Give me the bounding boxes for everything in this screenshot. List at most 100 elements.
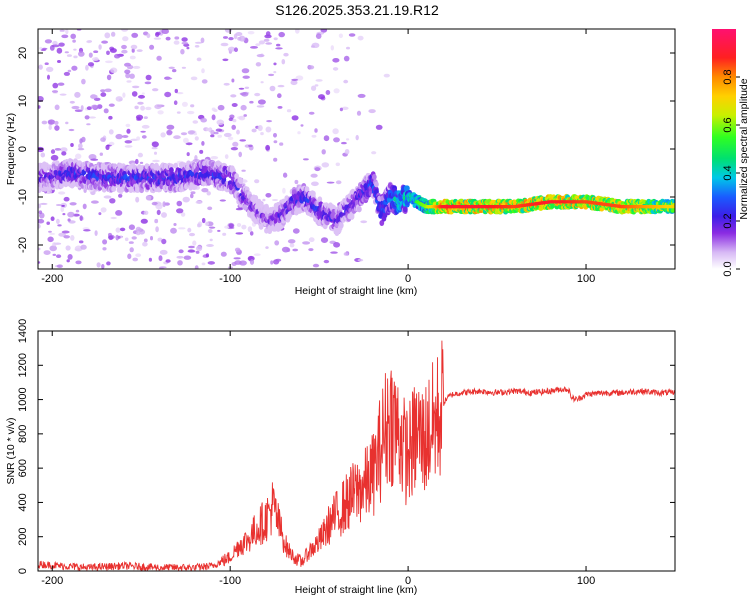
spectrogram-speckle [122,36,129,42]
spectrogram-speckle [104,32,111,39]
spectrogram-speckle [105,60,113,64]
spectrogram-speckle [343,55,350,62]
spectrogram-speckle [189,232,195,237]
spectrogram-speckle [131,48,135,53]
spectrogram-speckle [101,40,108,44]
spectrogram-speckle [91,104,98,110]
spectrogram-ridge-cell [234,173,240,180]
spectrogram-speckle [108,103,115,107]
spectrogram-speckle [308,237,315,243]
spectrogram-speckle [111,31,116,37]
spectrogram-speckle [92,57,99,61]
spectrogram-speckle [258,40,265,45]
spectrogram-speckle [98,44,102,50]
spectrogram-speckle [128,224,135,230]
spectrogram-ridge-cell [192,183,198,190]
spectrogram-speckle [157,110,164,115]
spectrogram-speckle [162,201,166,208]
spectrogram-ridge-cell [304,186,310,193]
spectrogram-speckle [227,46,236,52]
spectrogram-speckle [151,141,159,148]
spectrogram-speckle [187,110,195,115]
spectrogram-speckle [308,248,314,252]
spectrogram-speckle [117,235,121,239]
colorbar-tick-label: 0.2 [722,213,734,228]
spectrogram-speckle [287,239,296,244]
spectrogram-speckle [330,251,338,254]
spectrogram-speckle [248,144,253,148]
spectrogram-ridge-cell [371,174,377,180]
spectrogram-speckle [273,37,278,41]
spectrogram-speckle [74,109,83,112]
spectrogram-speckle [50,149,56,154]
spectrogram-speckle [135,230,141,236]
spectrogram-speckle [291,78,299,81]
spectrogram-speckle [139,161,144,164]
spectrogram-speckle [263,38,270,42]
spectrogram-speckle [100,92,107,97]
spectrogram-speckle [144,81,152,85]
spectrogram-speckle [126,65,132,69]
spectrogram-speckle [47,74,50,80]
spectrogram-speckle [86,106,92,111]
spectrogram-speckle [47,119,56,125]
spectrogram-speckle [148,257,152,262]
spectrogram-speckle [166,129,173,136]
spectrogram-speckle [101,264,105,269]
spectrogram-speckle [239,260,247,266]
spectrogram-ytick-label: 20 [17,47,29,59]
spectrogram-speckle [262,198,266,202]
spectrogram-speckle [154,218,159,224]
spectrogram-speckle [187,227,192,233]
spectrogram-speckle [155,203,163,210]
spectrogram-speckle [241,224,247,230]
spectrogram-speckle [79,138,83,144]
spectrogram-speckle [335,162,340,167]
spectrogram-speckle [190,76,198,81]
spectrogram-speckle [181,41,189,45]
spectrogram-speckle [311,181,319,187]
spectrogram-speckle [375,124,383,130]
spectrogram-speckle [134,105,139,110]
spectrogram-speckle [152,159,160,163]
snr-xtick-label: -200 [41,575,63,587]
spectrogram-speckle [173,40,180,45]
spectrogram-speckle [66,54,72,57]
spectrogram-speckle [130,138,139,141]
spectrogram-speckle [136,136,141,141]
spectrogram-speckle [233,33,238,40]
spectrogram-speckle [54,120,59,125]
spectrogram-speckle [281,59,286,65]
spectrogram-speckle [227,136,234,141]
spectrogram-speckle [273,157,278,162]
spectrogram-speckle [67,218,71,222]
spectrogram-speckle [50,216,55,221]
spectrogram-speckle [153,37,162,40]
spectrogram-speckle [278,31,286,38]
spectrogram-speckle [108,115,113,120]
spectrogram-speckle [210,134,215,138]
spectrogram-speckle [211,107,216,111]
spectrogram-ridge-cell [379,220,385,226]
spectrogram-speckle [185,142,193,146]
spectrogram-speckle [135,253,142,257]
spectrogram-speckle [230,94,237,98]
spectrogram-speckle [302,158,309,161]
spectrogram-speckle [196,245,203,252]
spectrogram-speckle [63,71,70,76]
spectrogram-speckle [332,128,339,135]
spectrogram-speckle [40,49,47,51]
spectrogram-speckle [46,66,54,72]
spectrogram-speckle [69,100,75,104]
spectrogram-speckle [72,39,76,43]
spectrogram-speckle [190,191,196,195]
spectrogram-speckle [115,227,121,233]
spectrogram-speckle [230,147,238,151]
colorbar-tick-label: 0.6 [722,117,734,132]
spectrogram-speckle [222,58,229,62]
spectrogram-speckle [343,79,349,84]
spectrogram-speckle [124,140,133,144]
spectrogram-speckle [38,261,41,264]
spectrogram-speckle [44,62,49,65]
snr-xtick-label: -100 [219,575,241,587]
